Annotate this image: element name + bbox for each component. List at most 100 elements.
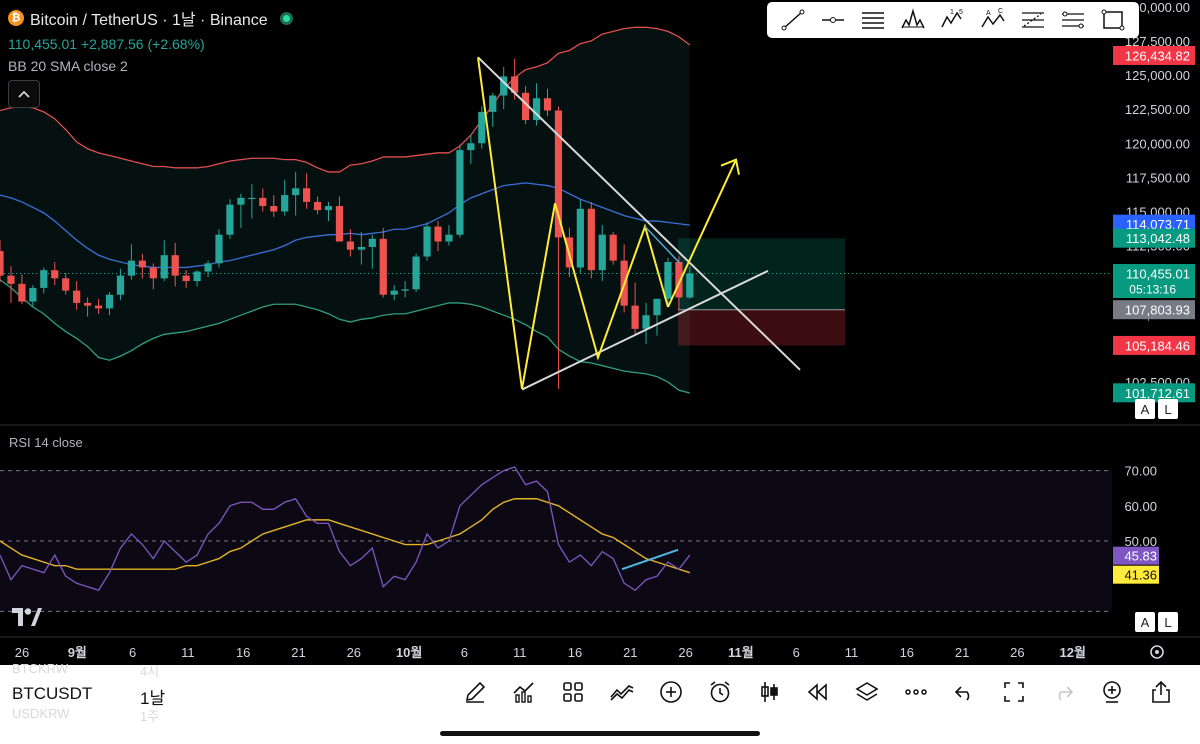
fib-retracement-icon[interactable]: [1019, 6, 1047, 34]
countdown-text: 05:13:16: [1129, 283, 1176, 297]
bollinger-basis-line: [0, 182, 690, 269]
parallel-lines-icon[interactable]: [859, 6, 887, 34]
draw-pencil-icon[interactable]: [450, 677, 499, 707]
candle-body: [522, 92, 530, 121]
price-label-badge: [1113, 383, 1195, 403]
candle-body: [171, 255, 179, 276]
price-label-text: 126,434.82: [1125, 48, 1190, 63]
svg-text:C: C: [998, 8, 1003, 15]
time-tick-label: 21: [955, 645, 969, 660]
candle-body: [642, 315, 650, 329]
candle-body: [423, 226, 431, 257]
candle-body: [346, 241, 354, 250]
chart-settings-icon[interactable]: [1150, 645, 1164, 659]
price-label-text: 105,184.46: [1125, 338, 1190, 353]
candle-body: [675, 261, 683, 298]
candle-body: [324, 206, 333, 211]
pattern-zigzag-line: [477, 57, 669, 390]
price-tick-label: 122,500.00: [1125, 102, 1190, 117]
candle-body: [270, 206, 278, 212]
time-tick-label: 16: [900, 645, 914, 660]
ghost-timeframe-2: 1주: [140, 709, 160, 724]
candle-body: [215, 234, 223, 264]
bollinger-legend[interactable]: BB 20 SMA close 2: [8, 58, 128, 74]
more-icon[interactable]: [891, 677, 940, 707]
regression-icon[interactable]: [1059, 6, 1087, 34]
time-tick-label: 6: [461, 645, 468, 660]
alert-clock-icon[interactable]: [695, 677, 744, 707]
layers-icon[interactable]: [842, 677, 891, 707]
candle-body: [226, 204, 234, 235]
replay-icon[interactable]: [793, 677, 842, 707]
candles-icon[interactable]: [744, 677, 793, 707]
fullscreen-icon[interactable]: [989, 677, 1038, 707]
horizontal-ray-icon[interactable]: [819, 6, 847, 34]
candle-body: [598, 234, 606, 271]
time-tick-label: 9월: [68, 645, 87, 660]
candle-body: [576, 208, 584, 268]
chart-area[interactable]: 130,000.00 127,500.00 125,000.00 122,500.00…: [0, 0, 1200, 665]
price-label-text: 107,803.93: [1125, 303, 1190, 318]
rsi-tick-label: 70.00: [1124, 464, 1157, 479]
time-tick-label: 26: [678, 645, 692, 660]
share-icon[interactable]: [1136, 677, 1185, 707]
candle-body: [138, 260, 146, 268]
bitcoin-icon: ₿: [8, 10, 24, 26]
candle-body: [401, 289, 409, 291]
watchlist-add-icon[interactable]: [1087, 677, 1136, 707]
candle-body: [467, 143, 475, 151]
timeframe-selector[interactable]: 1날: [140, 689, 166, 708]
candle-body: [631, 305, 639, 329]
time-tick-label: 21: [623, 645, 637, 660]
candle-body: [0, 251, 4, 276]
auto-scale-button[interactable]: A: [1135, 399, 1155, 419]
rectangle-icon[interactable]: [1099, 6, 1127, 34]
candle-body: [587, 208, 595, 271]
rsi-tick-label: 60.00: [1124, 499, 1157, 514]
candle-body: [182, 275, 190, 282]
candle-body: [379, 238, 387, 295]
candle-body: [204, 263, 212, 272]
rsi-auto-scale-button[interactable]: A: [1135, 612, 1155, 632]
bollinger-band-fill: [0, 27, 690, 393]
candle-body: [281, 195, 289, 212]
candle-body: [303, 188, 311, 202]
candle-body: [94, 305, 103, 309]
head-shoulders-icon[interactable]: [899, 6, 927, 34]
gear-center: [1155, 650, 1159, 654]
symbol-title[interactable]: Bitcoin / TetherUS · 1날 · Binance: [30, 12, 268, 29]
rsi-trend-line: [621, 548, 679, 571]
time-tick-label: 11월: [728, 645, 754, 660]
add-icon[interactable]: [646, 677, 695, 707]
candle-body: [511, 76, 519, 93]
svg-text:5: 5: [959, 9, 963, 16]
mini-trend-line: [644, 225, 681, 264]
tradingview-logo: [12, 608, 42, 632]
price-label-badge: [1113, 300, 1195, 320]
time-tick-label: 11: [513, 645, 527, 660]
time-tick-label: 11: [181, 645, 195, 660]
candle-body: [40, 270, 48, 288]
indicators-icon[interactable]: [499, 677, 548, 707]
daily-change: +2,887.56 (+2.68%): [80, 36, 205, 52]
compare-icon[interactable]: [597, 677, 646, 707]
symbol-selector[interactable]: BTCUSDT: [12, 684, 93, 703]
candle-body: [335, 206, 344, 242]
rsi-log-scale-button[interactable]: L: [1158, 612, 1178, 632]
layouts-icon[interactable]: [548, 677, 597, 707]
candle-body: [653, 298, 661, 316]
trend-line-icon[interactable]: [779, 6, 807, 34]
time-tick-label: 21: [291, 645, 305, 660]
log-scale-button[interactable]: L: [1158, 399, 1178, 419]
collapse-legend-button[interactable]: [8, 80, 40, 108]
candle-body: [456, 150, 464, 235]
candle-body: [664, 261, 672, 299]
candle-body: [7, 275, 15, 284]
candle-body: [29, 287, 37, 302]
rsi-value-badge: [1113, 546, 1159, 565]
time-tick-label: 26: [15, 645, 29, 660]
undo-icon[interactable]: [940, 677, 989, 707]
rsi-legend[interactable]: RSI 14 close: [9, 435, 83, 450]
